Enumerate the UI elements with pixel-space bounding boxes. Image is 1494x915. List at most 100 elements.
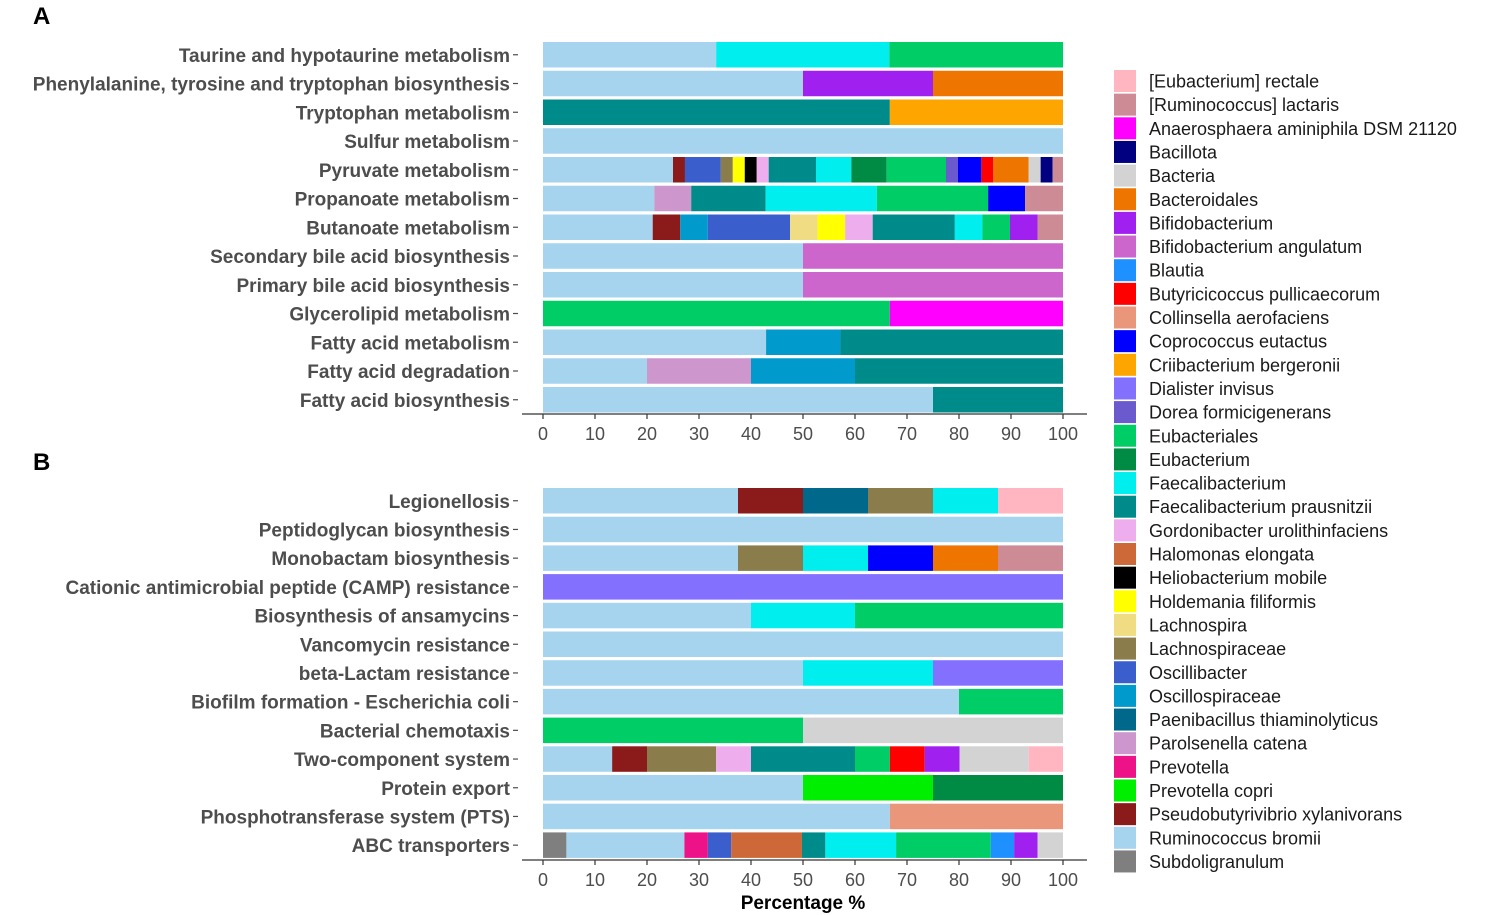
bar-segment-parolsenella-catena (647, 358, 751, 384)
legend-swatch-lachnospira (1114, 613, 1136, 636)
bar-segment-faecalibacterium-prausnitzii (751, 746, 855, 772)
legend-swatch-bifidobacterium-angulatum (1114, 235, 1136, 258)
x-axis-title: Percentage % (741, 893, 866, 914)
category-label: Protein export (381, 779, 510, 800)
bar-segment-butyricicoccus-pullicaecorum (889, 746, 925, 772)
legend-swatch-ruminococcus-bromii (1114, 826, 1136, 849)
category-label: Two-component system (294, 750, 510, 771)
bar-segment-gordonibacter-urolithinfaciens (716, 746, 751, 772)
bar-segment-ruminococcus-bromii (543, 803, 890, 830)
category-label: beta-Lactam resistance (299, 664, 510, 685)
legend-label: Lachnospiraceae (1149, 639, 1286, 659)
legend-label: Heliobacterium mobile (1149, 568, 1327, 588)
x-tick-label: 50 (793, 424, 813, 444)
legend-label: Collinsella aerofaciens (1149, 308, 1329, 328)
legend-swatch-gordonibacter-urolithinfaciens (1114, 519, 1136, 542)
x-tick-label: 70 (897, 870, 917, 890)
x-tick-label: 60 (845, 870, 865, 890)
bar-segment-bacteria (959, 746, 1029, 772)
legend-swatch-collinsella-aerofaciens (1114, 306, 1136, 329)
category-label: Fatty acid metabolism (310, 333, 510, 354)
bar-segment-ruminococcus-bromii (543, 358, 647, 384)
legend-swatch-oscillospiraceae (1114, 684, 1136, 707)
x-tick-label: 80 (949, 870, 969, 890)
bar-segment-ruminococcus-bromii (543, 516, 1063, 543)
bar-segment-pseudobutyrivibrio-xylanivorans (673, 157, 685, 183)
bar-segment-eubacteriales (855, 602, 1063, 629)
legend-swatch-faecalibacterium (1114, 472, 1136, 495)
bar-segment-prevotella (684, 832, 708, 858)
panel-label: B (33, 449, 50, 476)
bar-segment-coprococcus-eutactus (957, 157, 982, 183)
bar-segment-butyricicoccus-pullicaecorum (981, 157, 994, 183)
legend-swatch-bacteria (1114, 164, 1136, 187)
bar-segment-bacteroidales (933, 70, 1063, 97)
legend-label: Prevotella (1149, 757, 1230, 777)
x-tick-label: 50 (793, 870, 813, 890)
bar-segment-ruminococcus-bromii (543, 631, 1063, 657)
bar-segment-eubacterium-rectale (998, 488, 1063, 514)
legend-label: Bacteroidales (1149, 190, 1258, 210)
bar-segment-faecalibacterium (816, 157, 852, 183)
category-label: Fatty acid degradation (307, 362, 510, 383)
x-tick-label: 90 (1001, 870, 1021, 890)
bar-segment-blautia (990, 832, 1015, 858)
bar-segment-faecalibacterium-prausnitzii (691, 185, 766, 212)
legend-label: Bacillota (1149, 142, 1218, 162)
legend-label: Faecalibacterium prausnitzii (1149, 497, 1372, 517)
legend-label: Gordonibacter urolithinfaciens (1149, 521, 1388, 541)
legend-label: Paenibacillus thiaminolyticus (1149, 710, 1378, 730)
bar-segment-faecalibacterium (751, 602, 855, 629)
bar-segment-oscillibacter (684, 157, 721, 183)
bar-segment-ruminococcus-bromii (543, 157, 673, 183)
x-tick-label: 40 (741, 424, 761, 444)
bar-segment-ruminococcus-bromii (543, 214, 653, 240)
category-label: Legionellosis (389, 492, 510, 513)
bar-segment-ruminococcus-bromii (543, 746, 613, 772)
legend-swatch-dialister-invisus (1114, 377, 1136, 400)
bar-segment-paenibacillus-thiaminolyticus (803, 488, 868, 514)
legend-label: Criibacterium bergeronii (1149, 355, 1340, 375)
bar-segment-coprococcus-eutactus (988, 185, 1026, 212)
bar-segment-ruminococcus-bromii (543, 185, 655, 212)
bar-segment-holdemania-filiformis (732, 157, 745, 183)
category-label: Fatty acid biosynthesis (300, 391, 510, 412)
legend-label: Bifidobacterium angulatum (1149, 237, 1362, 257)
category-label: Tryptophan metabolism (296, 103, 510, 124)
category-label: Biosynthesis of ansamycins (254, 607, 510, 628)
category-label: Phenylalanine, tyrosine and tryptophan b… (33, 75, 510, 96)
legend-swatch-eubacterium-rectale (1114, 70, 1136, 92)
bar-segment-faecalibacterium (825, 832, 897, 858)
legend-label: Prevotella copri (1149, 781, 1273, 801)
bar-segment-dialister-invisus (933, 660, 1063, 686)
bar-segment-pseudobutyrivibrio-xylanivorans (738, 488, 803, 514)
bar-segment-eubacteriales (886, 157, 946, 183)
bar-segment-eubacterium-rectale (1028, 746, 1063, 772)
x-tick-label: 10 (585, 870, 605, 890)
category-label: Sulfur metabolism (344, 132, 510, 153)
category-label: ABC transporters (352, 836, 510, 857)
x-tick-label: 20 (637, 870, 657, 890)
bar-segment-bacteroidales (933, 545, 998, 571)
bar-segment-faecalibacterium (803, 545, 868, 571)
legend-swatch-eubacterium (1114, 448, 1136, 471)
legend-label: Oscillospiraceae (1149, 686, 1281, 706)
legend-swatch-anaerosphaera-aminiphila-dsm-21120 (1114, 117, 1136, 140)
x-tick-label: 60 (845, 424, 865, 444)
legend-swatch-faecalibacterium-prausnitzii (1114, 495, 1136, 518)
legend-label: Subdoligranulum (1149, 852, 1284, 872)
bar-segment-pseudobutyrivibrio-xylanivorans (612, 746, 647, 772)
panel-a: A Taurine and hypotaurine metabolism Pheny… (33, 3, 1087, 444)
panel-b: B Legionellosis Peptidoglycan biosynthesis… (33, 449, 1087, 890)
legend-label: Eubacteriales (1149, 426, 1258, 446)
legend-label: Faecalibacterium (1149, 474, 1286, 494)
bar-segment-oscillospiraceae (766, 329, 841, 355)
bar-segment-ruminococcus-bromii (543, 545, 738, 571)
bar-segment-eubacteriales (896, 832, 991, 858)
bar-segment-holdemania-filiformis (817, 214, 846, 240)
x-tick-label: 20 (637, 424, 657, 444)
legend-swatch-halomonas-elongata (1114, 543, 1136, 565)
bar-segment-ruminococcus-bromii (543, 688, 959, 715)
bar-segment-bifidobacterium (1014, 832, 1038, 858)
